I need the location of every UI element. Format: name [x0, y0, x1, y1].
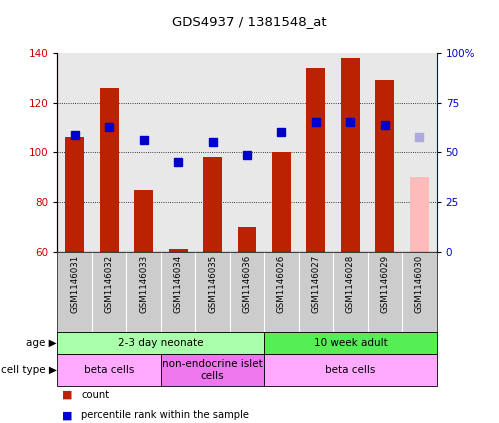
Bar — [264, 332, 437, 354]
Text: GDS4937 / 1381548_at: GDS4937 / 1381548_at — [172, 15, 327, 28]
Bar — [306, 68, 325, 252]
Bar — [169, 249, 188, 252]
Bar — [238, 227, 256, 252]
Text: cell type ▶: cell type ▶ — [0, 365, 56, 375]
Text: 2-3 day neonate: 2-3 day neonate — [118, 338, 204, 348]
Text: GSM1146027: GSM1146027 — [311, 255, 320, 313]
Bar — [161, 354, 264, 386]
Text: non-endocrine islet
cells: non-endocrine islet cells — [162, 359, 263, 381]
Text: 10 week adult: 10 week adult — [313, 338, 387, 348]
Text: beta cells: beta cells — [325, 365, 376, 375]
Text: GSM1146026: GSM1146026 — [277, 255, 286, 313]
Bar — [272, 152, 291, 252]
Text: percentile rank within the sample: percentile rank within the sample — [81, 410, 250, 420]
Text: beta cells: beta cells — [84, 365, 134, 375]
Text: GSM1146034: GSM1146034 — [174, 255, 183, 313]
Text: ■: ■ — [62, 410, 73, 420]
Bar — [57, 332, 264, 354]
Text: GSM1146030: GSM1146030 — [415, 255, 424, 313]
Text: GSM1146032: GSM1146032 — [105, 255, 114, 313]
Text: GSM1146036: GSM1146036 — [243, 255, 251, 313]
Bar — [65, 137, 84, 252]
Bar — [375, 80, 394, 252]
Bar — [264, 354, 437, 386]
Text: GSM1146035: GSM1146035 — [208, 255, 217, 313]
Text: GSM1146028: GSM1146028 — [346, 255, 355, 313]
Bar — [100, 88, 119, 252]
Text: ■: ■ — [62, 390, 73, 400]
Bar — [134, 190, 153, 252]
Text: GSM1146029: GSM1146029 — [380, 255, 389, 313]
Bar — [341, 58, 360, 252]
Bar — [410, 177, 429, 252]
Text: count: count — [81, 390, 109, 400]
Bar — [203, 157, 222, 252]
Text: age ▶: age ▶ — [26, 338, 56, 348]
Text: GSM1146033: GSM1146033 — [139, 255, 148, 313]
Bar — [57, 354, 161, 386]
Text: GSM1146031: GSM1146031 — [70, 255, 79, 313]
